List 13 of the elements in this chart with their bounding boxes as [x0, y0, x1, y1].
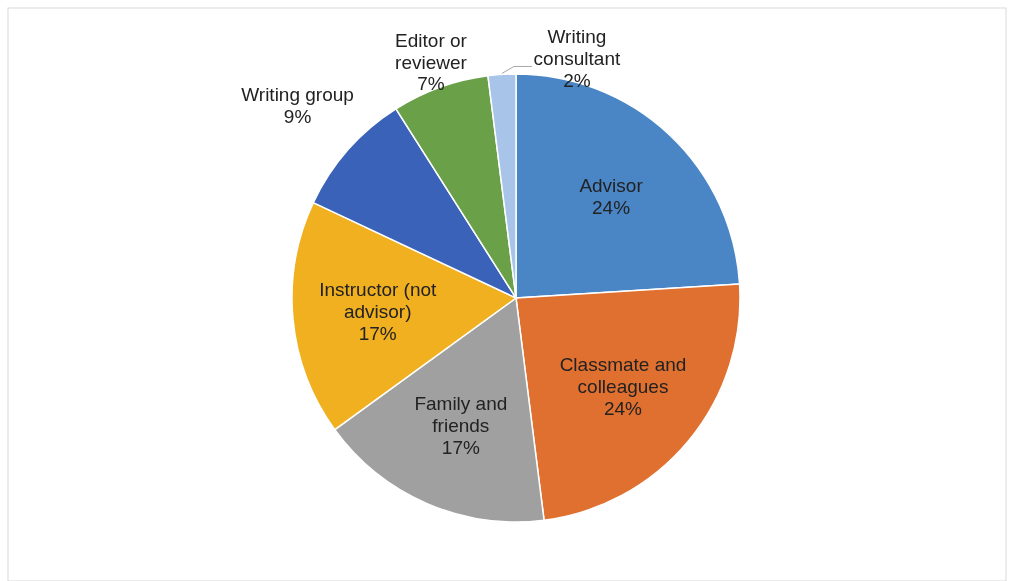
slice-label: Advisor	[579, 175, 644, 197]
slice-label: Family and friends	[414, 393, 508, 437]
data-label: 24%	[592, 197, 631, 219]
slice-label: Editor or reviewer	[395, 29, 468, 73]
data-label: 9%	[283, 106, 312, 127]
slice-label: Classmate and colleagues	[559, 354, 687, 398]
slice-label: Writing group	[241, 84, 354, 106]
data-label: 17%	[358, 322, 397, 344]
data-label: 24%	[603, 398, 643, 420]
data-label: 17%	[441, 436, 480, 458]
data-label: 7%	[417, 73, 445, 95]
slice-label: Instructor (not advisor)	[319, 278, 438, 322]
slice-label: Writing consultant	[533, 26, 621, 70]
